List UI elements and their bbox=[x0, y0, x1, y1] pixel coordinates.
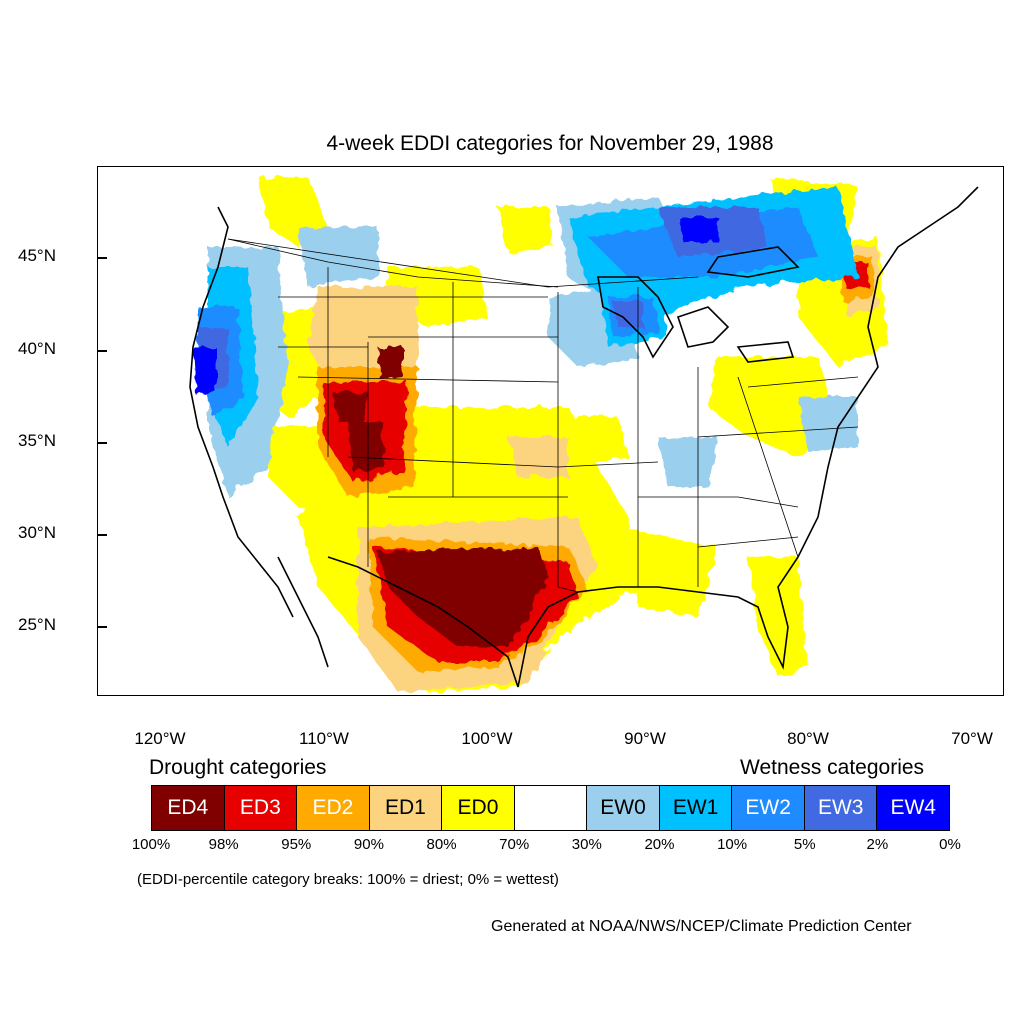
percentile-label: 70% bbox=[499, 836, 530, 853]
lon-label-90w: 90°W bbox=[624, 729, 666, 748]
coastlines bbox=[189, 186, 979, 688]
category-note: (EDDI-percentile category breaks: 100% =… bbox=[137, 871, 559, 888]
lat-label-30n: 30°N bbox=[18, 523, 56, 542]
legend-cell-ew3: EW3 bbox=[804, 786, 878, 830]
wetness-categories-heading: Wetness categories bbox=[740, 756, 925, 779]
lon-label-70w: 70°W bbox=[951, 729, 993, 748]
drought-categories-heading: Drought categories bbox=[149, 756, 327, 779]
lat-label-25n: 25°N bbox=[18, 615, 56, 634]
legend-cell-ed4: ED4 bbox=[152, 786, 225, 830]
tick-30n bbox=[98, 534, 107, 536]
percentile-label: 20% bbox=[644, 836, 675, 853]
lat-label-45n: 45°N bbox=[18, 246, 56, 265]
lat-label-35n: 35°N bbox=[18, 431, 56, 450]
tick-45n bbox=[98, 257, 107, 259]
percentile-label: 2% bbox=[866, 836, 889, 853]
legend-cell-ed2: ED2 bbox=[297, 786, 370, 830]
legend-cell-ew4: EW4 bbox=[877, 786, 950, 830]
percentile-label: 30% bbox=[571, 836, 602, 853]
category-legend: ED4 ED3 ED2 ED1 ED0 EW0 EW1 EW2 EW3 EW4 bbox=[151, 785, 950, 831]
credit-text: Generated at NOAA/NWS/NCEP/Climate Predi… bbox=[491, 918, 912, 935]
tick-25n bbox=[98, 626, 107, 628]
lon-label-120w: 120°W bbox=[134, 729, 186, 748]
percentile-label: 5% bbox=[793, 836, 816, 853]
tick-35n bbox=[98, 442, 107, 444]
percentile-label: 100% bbox=[131, 836, 171, 853]
ed4-regions bbox=[333, 347, 548, 647]
legend-cell-ed1: ED1 bbox=[369, 786, 443, 830]
lon-label-100w: 100°W bbox=[461, 729, 513, 748]
lon-label-110w: 110°W bbox=[299, 729, 349, 748]
legend-cell-ed0: ED0 bbox=[442, 786, 515, 830]
lon-label-80w: 80°W bbox=[787, 729, 829, 748]
legend-cell-ew1: EW1 bbox=[659, 786, 733, 830]
borders bbox=[227, 238, 859, 593]
legend-cell-ed3: ED3 bbox=[224, 786, 298, 830]
percentile-label: 95% bbox=[281, 836, 312, 853]
tick-40n bbox=[98, 350, 107, 352]
percentile-label: 90% bbox=[353, 836, 384, 853]
map-panel[interactable] bbox=[97, 166, 1004, 696]
legend-cell-ew0: EW0 bbox=[587, 786, 660, 830]
percentile-label: 10% bbox=[717, 836, 748, 853]
percentile-label: 0% bbox=[939, 836, 961, 853]
legend-cell-ew2: EW2 bbox=[732, 786, 805, 830]
map-title: 4-week EDDI categories for November 29, … bbox=[326, 132, 774, 155]
eddi-map bbox=[189, 177, 979, 692]
percentile-label: 98% bbox=[208, 836, 239, 853]
percentile-label: 80% bbox=[426, 836, 457, 853]
legend-cell-neutral bbox=[514, 786, 588, 830]
ew4-regions bbox=[193, 217, 718, 395]
lat-label-40n: 40°N bbox=[18, 339, 56, 358]
